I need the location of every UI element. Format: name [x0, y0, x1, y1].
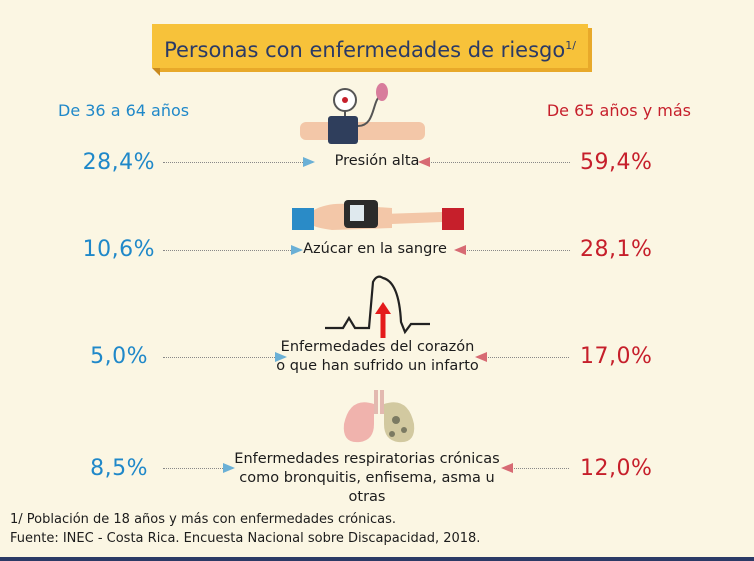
row3-label-line1: Enfermedades del corazón	[280, 339, 475, 355]
row3-left-value: 5,0%	[90, 344, 148, 369]
row1-left-arrow	[163, 157, 315, 167]
bottom-bar	[0, 557, 754, 561]
row2-label: Azúcar en la sangre	[303, 241, 447, 257]
row4-left-value: 8,5%	[90, 456, 148, 481]
column-header-65-plus: De 65 años y más	[546, 101, 691, 120]
row4-left-arrow	[163, 463, 235, 473]
row4-label: Enfermedades respiratorias crónicas como…	[222, 450, 512, 507]
row4-label-line2: como bronquitis, enfisema, asma u otras	[239, 470, 495, 505]
glucometer-icon	[292, 200, 464, 230]
row3-label: Enfermedades del corazón o que han sufri…	[270, 338, 485, 376]
row2-right-arrow	[454, 245, 570, 255]
row3-right-arrow	[475, 352, 569, 362]
column-header-36-64: De 36 a 64 años	[58, 101, 190, 120]
row4-label-line1: Enfermedades respiratorias crónicas	[234, 451, 500, 467]
row3-label-line2: o que han sufrido un infarto	[276, 358, 479, 374]
row4-right-value: 12,0%	[580, 456, 653, 481]
banner-fold	[152, 68, 160, 76]
heartbeat-icon	[325, 275, 430, 338]
lungs-icon	[343, 390, 415, 443]
row1-right-arrow	[418, 157, 570, 167]
row2-right-value: 28,1%	[580, 237, 653, 262]
page-title: Personas con enfermedades de riesgo1/	[164, 38, 576, 62]
row2-left-value: 10,6%	[82, 237, 155, 262]
row3-right-value: 17,0%	[580, 344, 653, 369]
footnote: 1/ Población de 18 años y más con enferm…	[10, 512, 396, 527]
blood-pressure-icon	[300, 83, 425, 144]
row1-label: Presión alta	[334, 153, 420, 169]
row4-right-arrow	[501, 463, 569, 473]
row1-left-value: 28,4%	[82, 150, 155, 175]
row1-right-value: 59,4%	[580, 150, 653, 175]
source-note: Fuente: INEC - Costa Rica. Encuesta Naci…	[10, 531, 481, 546]
title-banner	[152, 24, 588, 68]
row3-left-arrow	[163, 352, 287, 362]
row2-left-arrow	[163, 245, 303, 255]
